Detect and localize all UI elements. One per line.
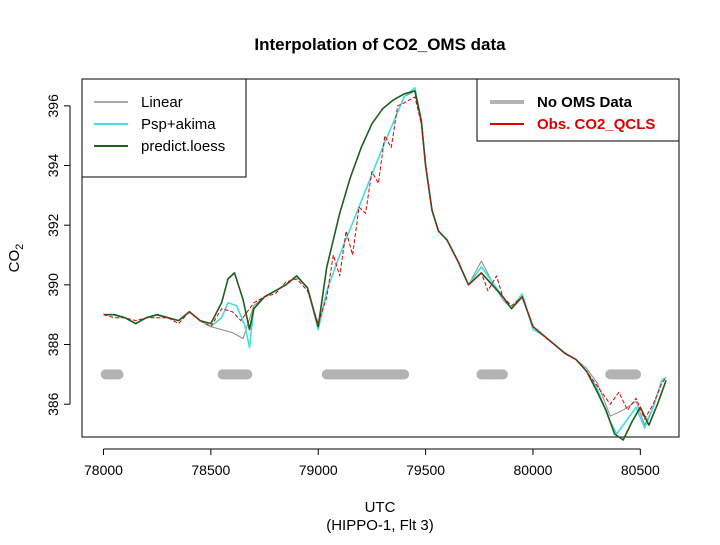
plot-frame — [81, 78, 680, 438]
chart-title: Interpolation of CO2_OMS data — [254, 35, 506, 54]
x-tick-label-80500: 80500 — [621, 462, 660, 478]
legend-right: No OMS Data Obs. CO2_QCLS — [476, 78, 680, 142]
legend-label-psp-akima: Psp+akima — [141, 116, 216, 133]
x-tick-label-79000: 79000 — [299, 462, 338, 478]
legend-left-box — [81, 78, 247, 178]
legend-label-obs-co2-qcls: Obs. CO2_QCLS — [537, 116, 655, 133]
x-axis: 78000 78500 79000 79500 80000 80500 — [84, 448, 660, 478]
legend-label-no-oms-data: No OMS Data — [537, 94, 633, 111]
y-tick-label-392: 392 — [45, 213, 61, 237]
y-tick-label-396: 396 — [45, 94, 61, 118]
legend-right-box — [476, 78, 680, 142]
y-tick-label-390: 390 — [45, 273, 61, 297]
x-tick-label-79500: 79500 — [406, 462, 445, 478]
x-tick-label-80000: 80000 — [514, 462, 553, 478]
series-layer — [103, 87, 667, 441]
y-tick-label-386: 386 — [45, 392, 61, 416]
y-axis-label-main: CO — [6, 250, 23, 273]
y-axis-label-subscript: 2 — [14, 244, 26, 250]
series-line-obs-co2-qcls — [103, 96, 667, 420]
y-tick-label-388: 388 — [45, 333, 61, 357]
x-tick-label-78000: 78000 — [84, 462, 123, 478]
y-tick-label-394: 394 — [45, 154, 61, 178]
x-axis-sublabel: (HIPPO-1, Flt 3) — [326, 517, 434, 534]
legend-label-linear: Linear — [141, 94, 183, 111]
x-axis-label: UTC — [365, 499, 396, 516]
y-axis-label-group: CO2 — [6, 244, 26, 273]
x-tick-label-78500: 78500 — [191, 462, 230, 478]
y-axis: 386 388 390 392 394 396 — [45, 94, 71, 416]
y-axis-label: CO2 — [6, 244, 26, 273]
legend-label-predict-loess: predict.loess — [141, 138, 225, 155]
legend-left: Linear Psp+akima predict.loess — [81, 78, 247, 178]
